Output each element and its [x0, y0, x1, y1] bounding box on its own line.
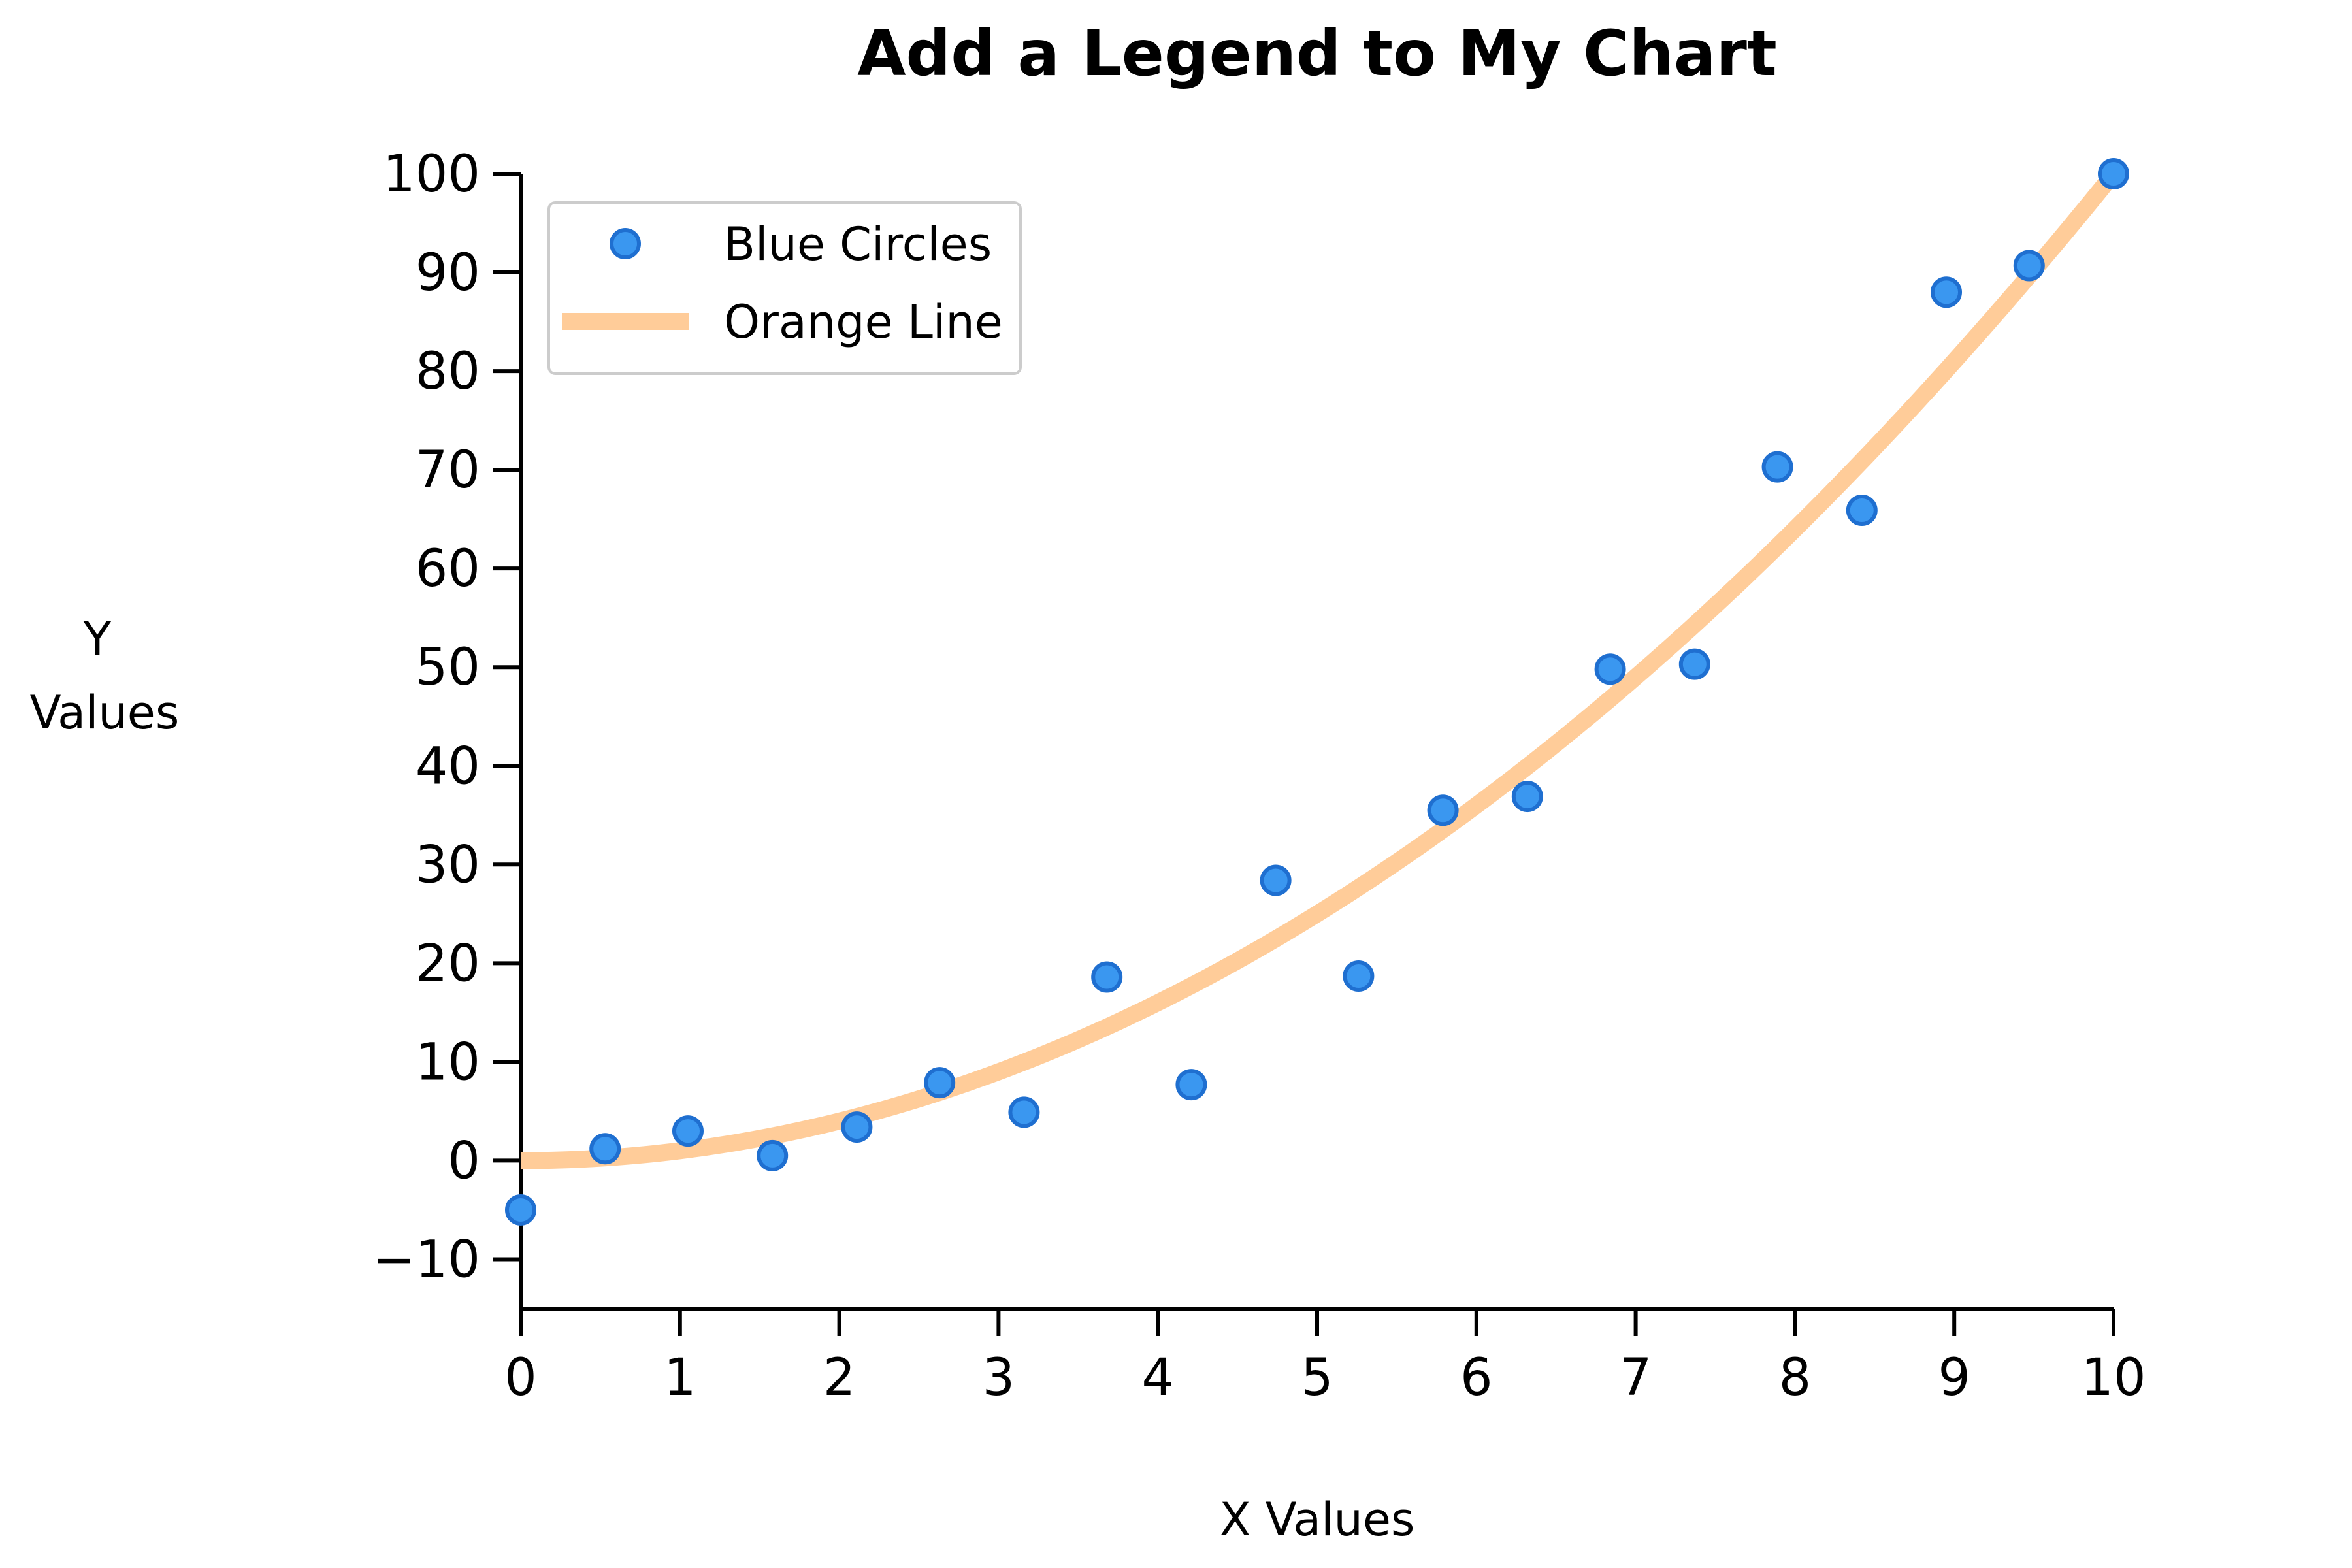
x-tick-label: 10	[2081, 1348, 2146, 1407]
blue-circle-point	[924, 1067, 956, 1099]
x-tick-label: 3	[983, 1348, 1015, 1407]
blue-circle-point	[1343, 960, 1375, 992]
y-axis-ticks: −10 0 10 20 30 40 50 60 70 80 90 100	[372, 145, 521, 1289]
y-tick-label: 40	[416, 737, 480, 796]
blue-circle-point	[1091, 961, 1123, 993]
x-tick-label: 8	[1779, 1348, 1812, 1407]
blue-circle-point	[1931, 276, 1963, 308]
blue-circle-point	[1175, 1069, 1207, 1101]
blue-circle-point	[505, 1194, 536, 1226]
y-tick-label: 0	[448, 1132, 480, 1190]
blue-circle-point	[1260, 864, 1292, 896]
x-tick-label: 2	[823, 1348, 856, 1407]
blue-circle-point	[672, 1115, 704, 1147]
y-axis-label-line-1: Y	[82, 612, 111, 666]
y-tick-label: 30	[416, 836, 480, 894]
legend-marker-blue-circles	[610, 228, 641, 259]
blue-circle-point	[757, 1139, 789, 1171]
legend-box	[547, 201, 1022, 375]
x-tick-label: 4	[1141, 1348, 1174, 1407]
blue-circle-point	[1594, 653, 1626, 685]
blue-circles-series	[505, 158, 2129, 1226]
y-tick-label: 90	[416, 244, 480, 302]
x-tick-label: 1	[664, 1348, 696, 1407]
y-tick-label: 10	[416, 1033, 480, 1092]
blue-circle-point	[1427, 794, 1459, 826]
blue-circle-point	[1511, 781, 1543, 813]
blue-circle-point	[1008, 1096, 1040, 1128]
y-tick-label: 50	[416, 638, 480, 697]
x-axis-label: X Values	[1220, 1493, 1415, 1546]
legend-label-orange-line: Orange Line	[724, 295, 1003, 349]
y-tick-label: 20	[416, 934, 480, 993]
x-tick-label: 6	[1460, 1348, 1493, 1407]
blue-circle-point	[841, 1111, 873, 1143]
legend: Blue Circles Orange Line	[547, 201, 1022, 375]
blue-circle-point	[589, 1133, 621, 1165]
y-tick-label: −10	[372, 1230, 480, 1289]
x-tick-label: 0	[504, 1348, 537, 1407]
y-tick-label: 70	[416, 441, 480, 500]
y-tick-label: 80	[416, 342, 480, 401]
x-tick-label: 5	[1301, 1348, 1333, 1407]
orange-line-series	[520, 168, 2121, 1169]
x-axis-ticks: 0 1 2 3 4 5 6 7 8 9 10	[504, 1309, 2146, 1407]
x-tick-label: 9	[1938, 1348, 1970, 1407]
blue-circle-point	[1678, 648, 1710, 680]
legend-label-blue-circles: Blue Circles	[724, 218, 992, 271]
blue-circle-point	[1846, 495, 1878, 527]
blue-circle-point	[2013, 250, 2045, 282]
x-tick-label: 7	[1620, 1348, 1652, 1407]
y-axis-label-line-2: Values	[30, 686, 180, 740]
chart-title: Add a Legend to My Chart	[857, 17, 1777, 90]
blue-circle-point	[2098, 158, 2129, 189]
y-axis-label: Y Values	[30, 612, 180, 740]
y-tick-label: 60	[416, 540, 480, 598]
blue-circle-point	[1761, 451, 1793, 483]
y-tick-label: 100	[383, 145, 480, 204]
